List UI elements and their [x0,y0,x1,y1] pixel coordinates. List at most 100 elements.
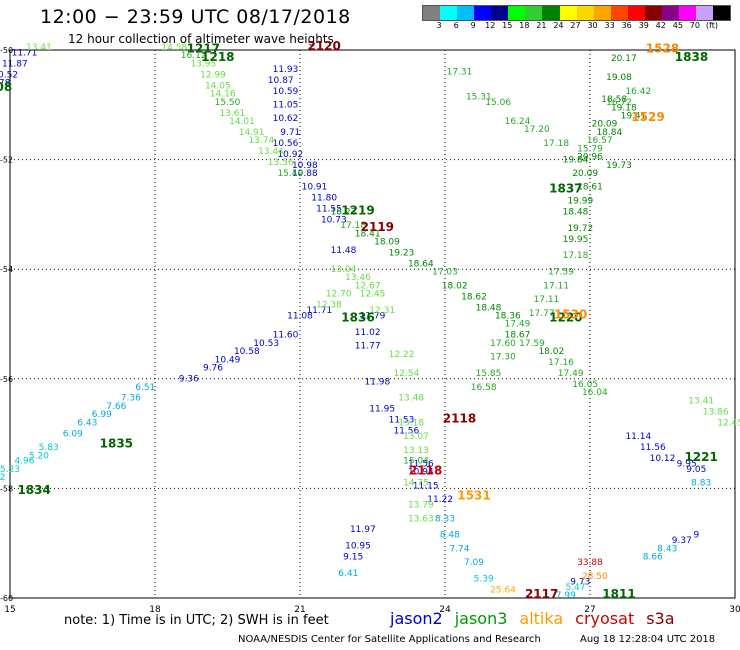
x-tick-label: 15 [4,605,15,615]
legend-swatch [593,6,611,20]
wave-height-label: 13.74 [248,136,274,146]
legend-label: 27 [570,21,581,30]
pass-time-label: 2118 [409,464,442,478]
wave-height-label: 20.09 [572,169,598,179]
wave-height-label: 18.67 [505,331,531,341]
wave-height-label: 10.59 [273,87,299,97]
wave-height-label: 17.18 [543,139,569,149]
wave-height-label: 18.61 [577,183,603,193]
wave-height-label: 16.12 [181,51,207,61]
wave-height-label: 8.33 [435,514,455,524]
wave-height-label: 18.48 [563,207,589,217]
wave-height-label: 19.99 [567,196,593,206]
wave-height-label: 13.44 [258,147,284,157]
y-tick-label: -54 [0,265,13,274]
wave-height-label: 4.22 [0,473,6,483]
x-tick-label: 24 [439,605,451,615]
wave-height-label: 15.31 [466,92,492,102]
wave-height-label: 20.96 [577,153,603,163]
legend-label: 12 [485,21,496,30]
wave-height-label: 10.73 [321,216,347,226]
wave-height-label: 16.24 [505,117,531,127]
wave-height-label: 13.07 [403,432,429,442]
wave-height-label: 10.53 [253,339,279,349]
wave-height-label: 11.15 [413,481,439,491]
wave-height-label: 6.43 [77,418,97,428]
wave-height-label: 11.97 [350,525,376,535]
satellite-legend-item: altika [519,609,564,628]
wave-height-label: 13.46 [345,273,371,283]
wave-height-label: 13.95 [190,59,216,69]
wave-height-label: 7.74 [449,544,469,554]
wave-height-label: 6.41 [338,569,358,579]
wave-height-label: 15.50 [215,98,241,108]
wave-height-label: 13.79 [408,501,434,511]
wave-height-label: 4.96 [14,457,34,467]
wave-height-label: 11.93 [273,65,299,75]
wave-height-label: 11.22 [427,495,453,505]
page-subtitle: 12 hour collection of altimeter wave hei… [68,32,334,46]
wave-height-label: 10.52 [0,70,18,80]
legend-swatch [713,6,731,20]
pass-time-label: 1811 [602,587,635,601]
pass-time-label: 2119 [361,220,394,234]
wave-height-label: 17.49 [505,320,531,330]
wave-height-label: 17.59 [548,268,574,278]
wave-height-label: 16.42 [625,87,651,97]
pass-time-label: 1217 [187,42,220,56]
wave-height-label: 18.09 [374,238,400,248]
legend-swatch [508,6,526,20]
legend-swatch [457,6,475,20]
legend-swatch [525,6,543,20]
wave-height-label: 10.12 [650,454,676,464]
wave-height-label: 11.55 [316,205,342,215]
wave-height-label: 11.56 [393,427,419,437]
legend-swatch [610,6,628,20]
legend-swatch [559,6,577,20]
wave-height-label: 18.48 [476,303,502,313]
x-tick-label: 27 [584,605,595,615]
wave-height-label: 7.66 [106,402,126,412]
color-scale-labels: 3 6 9 12 15 18 21 24 27 30 33 36 39 42 45 70 (ft) [422,21,734,33]
legend-label: 70 [689,21,700,30]
wave-height-label: 7.09 [464,558,484,568]
wave-height-label: 19.18 [611,103,637,113]
satellite-legend-item: cryosat [575,609,635,628]
wave-height-label: 6.09 [63,429,83,439]
wave-height-label: 12.45 [717,418,740,428]
legend-label: 18 [519,21,530,30]
wave-height-label: 13.41 [688,396,714,406]
wave-height-label: 13.04 [331,265,357,275]
pass-time-label: 1221 [684,450,717,464]
map-frame [9,49,736,599]
wave-height-label: 9.36 [179,375,199,385]
wave-height-label: 10.49 [215,355,241,365]
wave-height-label: 18.64 [408,259,434,269]
legend-swatch [627,6,645,20]
wave-height-label: 19.41 [621,112,647,122]
legend-swatch [696,6,714,20]
wave-height-label: 7.36 [121,394,141,404]
legend-label: 9 [470,21,476,30]
x-tick-label: 18 [149,605,161,615]
pass-time-label: 1530 [554,308,587,322]
wave-height-label: 16.58 [471,383,497,393]
wave-height-label: 14.58 [161,43,187,53]
wave-height-label: 10.87 [268,76,294,86]
wave-height-label: 13.13 [403,446,429,456]
wave-height-label: 18.23 [331,207,357,217]
wave-height-label: 10.56 [273,139,299,149]
wave-height-label: 10.58 [234,347,260,357]
wave-height-label: 15.79 [577,144,603,154]
pass-time-label: 2118 [443,412,476,426]
wave-height-label: 17.60 [490,339,516,349]
wave-height-label: 18.36 [495,312,521,322]
wave-height-label: 8.48 [440,531,460,541]
wave-height-label: 14.75 [403,479,429,489]
legend-label: 21 [536,21,547,30]
wave-height-label: 11.56 [408,459,434,469]
wave-height-label: 5.83 [39,443,59,453]
wave-height-label: 20.09 [592,120,618,130]
wave-height-label: 9.15 [343,553,363,563]
footnote: note: 1) Time is in UTC; 2) SWH is in fe… [64,613,329,628]
